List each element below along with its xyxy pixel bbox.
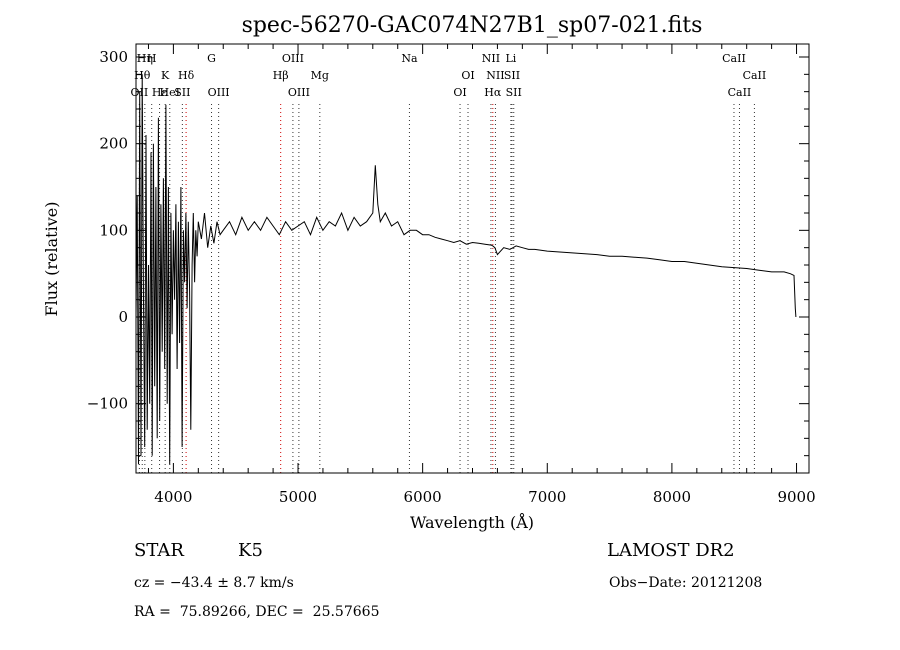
y-tick-label-3: 200 [99,135,128,153]
plot-frame [135,43,810,474]
line-label-26: CaII [728,86,752,99]
line-label-15: Na [401,52,418,65]
y-tick-label-4: 300 [99,48,128,66]
observation-date: Obs−Date: 20121208 [609,575,763,591]
x-tick-label-2: 6000 [404,488,442,506]
line-label-7: SII [174,86,190,99]
line-label-11: OIII [282,52,304,65]
series-line-0 [135,74,797,465]
line-label-23: SII [506,86,522,99]
y-tick-label-0: −100 [87,395,128,413]
line-label-6: HeI [160,86,180,99]
line-label-14: Mg [311,69,329,82]
x-tick-label-5: 9000 [777,488,815,506]
line-label-20: Hα [484,86,502,99]
line-label-18: NII [482,52,500,65]
spectral-line-markers: OIIHθHηHεHKHeISIIHδGOIIIOIIIHβOIIIMgNaOI… [131,52,767,473]
line-label-5: K [161,69,170,82]
line-label-25: CaII [743,69,767,82]
chart-title: spec-56270-GAC074N27B1_sp07-021.fits [242,13,703,38]
line-label-9: G [207,52,216,65]
line-label-12: Hβ [273,69,289,82]
x-tick-label-1: 5000 [279,488,317,506]
survey-name: LAMOST DR2 [607,540,735,561]
line-label-8: Hδ [178,69,195,82]
x-tick-label-3: 7000 [528,488,566,506]
line-label-19: NII [486,69,504,82]
x-axis-label: Wavelength (Å) [410,512,534,532]
y-tick-label-2: 100 [99,221,128,239]
line-label-3: Hε [152,86,168,99]
line-label-16: OI [461,69,474,82]
object-class: STAR [134,540,184,561]
line-label-13: OIII [288,86,310,99]
line-label-24: CaII [722,52,746,65]
object-subclass: K5 [238,540,263,561]
line-label-22: SII [504,69,520,82]
x-tick-label-0: 4000 [154,488,192,506]
line-label-2: Hη [137,52,153,65]
redshift-cz: cz = −43.4 ± 8.7 km/s [134,575,294,591]
line-label-10: OIII [208,86,230,99]
y-tick-label-1: 0 [118,308,128,326]
line-label-4: H [147,52,157,65]
series-layer [135,74,797,465]
y-axis-label: Flux (relative) [42,202,61,317]
y-axis-ticks: −100 0 100 200 300 [87,48,809,457]
line-label-17: OI [453,86,466,99]
x-tick-label-4: 8000 [653,488,691,506]
line-label-21: Li [505,52,516,65]
x-axis-ticks: 4000 5000 6000 7000 8000 9000 [147,44,816,506]
coordinates: RA = 75.89266, DEC = 25.57665 [134,604,380,620]
